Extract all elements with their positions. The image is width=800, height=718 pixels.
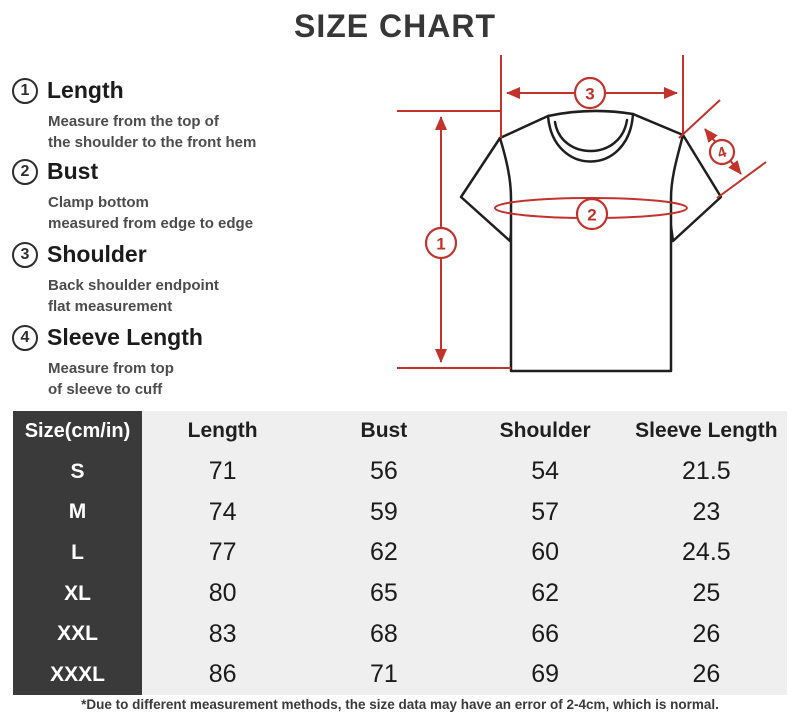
diagram-badge-bust — [575, 197, 609, 231]
circled-number-1: 1 — [12, 77, 38, 104]
table-cell: 77 — [208, 538, 237, 567]
circled-number-4: 4 — [12, 324, 38, 351]
measurement-head: 2 Bust — [12, 158, 397, 185]
table-cell: 23 — [692, 497, 721, 526]
description-line: Back shoulder endpoint — [48, 277, 219, 294]
diagram-badge-shoulder — [573, 76, 607, 110]
measurement-name: Bust — [47, 158, 99, 184]
table-cell: 74 — [208, 497, 237, 526]
table-row-size-label: XXL — [13, 613, 142, 655]
circled-number-2: 2 — [12, 158, 38, 185]
table-cell: 21.5 — [682, 457, 731, 486]
circled-number-3: 3 — [12, 241, 38, 268]
table-cell: 25 — [692, 579, 721, 608]
table-row-size-label: S — [13, 451, 142, 493]
table-header-size: Size(cm/in) — [13, 411, 142, 452]
table-cell: 83 — [208, 619, 237, 648]
table-row-size-label: M — [13, 492, 142, 533]
table-cell: 26 — [692, 660, 721, 689]
table-row-size-label: XXXL — [13, 654, 142, 695]
table-header-bust: Bust — [360, 419, 408, 443]
diagram-labels: 1 2 3 4 — [424, 76, 736, 260]
measurement-item-length: 1 Length Measure from the top of the sho… — [12, 77, 397, 153]
measurement-description: Clamp bottom measured from edge to edge — [48, 192, 397, 234]
measurement-disclaimer: *Due to different measurement methods, t… — [81, 697, 719, 712]
collar-outer-curve — [546, 112, 635, 163]
page-title: SIZE CHART — [294, 8, 496, 44]
measurement-description: Back shoulder endpoint flat measurement — [48, 275, 397, 317]
table-row-size-label: XL — [13, 573, 142, 614]
table-cell: 26 — [692, 619, 721, 648]
diagram-badge-length — [424, 226, 458, 260]
dimension-lines — [397, 55, 767, 369]
shirt-body — [498, 109, 685, 373]
right-sleeve — [663, 133, 723, 243]
table-cell: 80 — [208, 579, 237, 608]
sleeve-lower-extension-line — [716, 161, 767, 199]
table-header-shoulder: Shoulder — [499, 419, 591, 443]
table-cell: 86 — [208, 660, 237, 689]
table-cell: 62 — [531, 579, 560, 608]
table-cell: 62 — [369, 538, 398, 567]
measurement-item-shoulder: 3 Shoulder Back shoulder endpoint flat m… — [12, 241, 397, 317]
diagram-label-shoulder: 3 — [585, 85, 594, 104]
left-sleeve — [459, 136, 520, 243]
measurement-item-sleeve-length: 4 Sleeve Length Measure from top of slee… — [12, 324, 397, 400]
sleeve-upper-extension-line — [678, 99, 721, 139]
measurement-name: Shoulder — [47, 241, 147, 267]
measurement-head: 1 Length — [12, 77, 397, 104]
table-cell: 71 — [369, 660, 398, 689]
table-cell: 24.5 — [682, 538, 731, 567]
table-cell: 69 — [531, 660, 560, 689]
table-header-length: Length — [187, 419, 258, 443]
measurement-description: Measure from top of sleeve to cuff — [48, 358, 397, 400]
table-cell: 65 — [369, 579, 398, 608]
measurement-item-bust: 2 Bust Clamp bottom measured from edge t… — [12, 158, 397, 234]
description-line: measured from edge to edge — [48, 215, 254, 232]
measurement-name: Sleeve Length — [47, 324, 203, 350]
size-table: Size(cm/in) Length Bust Shoulder Sleeve … — [13, 411, 787, 695]
collar-inner-curve — [553, 118, 629, 153]
description-line: of sleeve to cuff — [48, 381, 163, 398]
table-cell: 56 — [369, 457, 398, 486]
description-line: Measure from top — [48, 360, 174, 377]
table-cell: 68 — [369, 619, 398, 648]
sleeve-arrow — [704, 128, 742, 175]
diagram-label-sleeve: 4 — [715, 143, 729, 162]
measurement-head: 3 Shoulder — [12, 241, 397, 268]
table-cell: 59 — [369, 497, 398, 526]
description-line: the shoulder to the front hem — [48, 134, 257, 151]
tshirt-outline — [459, 109, 723, 373]
measurement-description: Measure from the top of the shoulder to … — [48, 111, 397, 153]
description-line: flat measurement — [48, 298, 173, 315]
diagram-label-length: 1 — [436, 235, 445, 254]
table-cell: 54 — [531, 457, 560, 486]
table-header-sleeve-length: Sleeve Length — [635, 419, 778, 443]
bust-ellipse — [494, 197, 688, 219]
table-row-size-label: L — [13, 532, 142, 574]
description-line: Clamp bottom — [48, 194, 149, 211]
description-line: Measure from the top of — [48, 113, 219, 130]
table-cell: 71 — [208, 457, 237, 486]
measurement-head: 4 Sleeve Length — [12, 324, 397, 351]
table-cell: 60 — [531, 538, 560, 567]
diagram-badge-sleeve — [708, 138, 736, 166]
measurement-name: Length — [47, 77, 124, 103]
diagram-label-bust: 2 — [587, 206, 596, 225]
table-cell: 57 — [531, 497, 560, 526]
table-cell: 66 — [531, 619, 560, 648]
